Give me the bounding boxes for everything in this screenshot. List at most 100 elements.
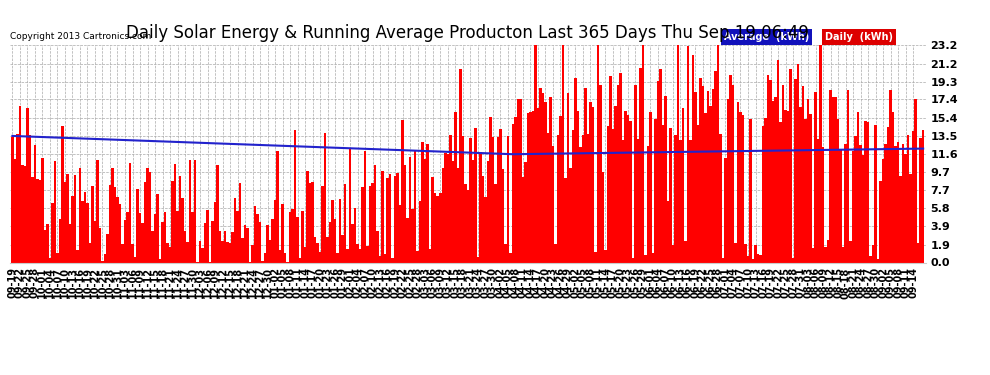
Bar <box>617 86 619 262</box>
Bar <box>509 254 512 262</box>
Bar <box>66 174 68 262</box>
Bar <box>214 202 217 262</box>
Bar <box>144 182 147 262</box>
Bar <box>632 258 635 262</box>
Bar <box>194 160 196 262</box>
Bar <box>744 244 746 262</box>
Bar <box>481 176 484 262</box>
Bar <box>364 151 366 262</box>
Bar <box>104 254 106 262</box>
Bar <box>889 90 892 262</box>
Bar <box>740 111 742 262</box>
Bar <box>674 135 677 262</box>
Bar <box>637 140 640 262</box>
Bar <box>912 131 915 262</box>
Bar <box>239 183 242 262</box>
Bar <box>148 172 151 262</box>
Bar <box>444 153 446 262</box>
Bar <box>324 133 327 262</box>
Bar <box>346 249 348 262</box>
Bar <box>261 261 264 262</box>
Bar <box>432 177 434 262</box>
Bar <box>822 147 825 262</box>
Bar <box>656 81 659 262</box>
Bar <box>461 136 464 262</box>
Bar <box>519 99 522 262</box>
Bar <box>559 116 561 262</box>
Bar <box>356 244 359 262</box>
Bar <box>569 168 571 262</box>
Bar <box>669 128 671 262</box>
Bar <box>540 88 542 262</box>
Bar <box>862 155 864 262</box>
Bar <box>761 126 764 262</box>
Bar <box>101 261 104 262</box>
Bar <box>147 168 148 262</box>
Bar <box>799 106 802 262</box>
Bar <box>612 129 614 262</box>
Bar <box>142 223 144 262</box>
Bar <box>86 203 89 262</box>
Bar <box>917 243 920 262</box>
Bar <box>31 177 34 262</box>
Bar <box>229 243 232 262</box>
Bar <box>492 137 494 262</box>
Bar <box>546 133 549 262</box>
Bar <box>134 257 137 262</box>
Bar <box>719 134 722 262</box>
Bar <box>374 165 376 262</box>
Bar <box>830 90 832 262</box>
Bar <box>689 140 692 262</box>
Bar <box>564 178 566 262</box>
Bar <box>642 42 644 262</box>
Bar <box>754 245 756 262</box>
Bar <box>132 244 134 262</box>
Bar <box>14 159 16 262</box>
Bar <box>106 234 109 262</box>
Bar <box>456 168 459 262</box>
Bar <box>687 46 689 262</box>
Bar <box>561 42 564 262</box>
Bar <box>466 190 469 262</box>
Bar <box>439 193 442 262</box>
Bar <box>484 197 486 262</box>
Bar <box>306 171 309 262</box>
Bar <box>279 249 281 262</box>
Bar <box>607 126 609 262</box>
Bar <box>247 228 248 262</box>
Bar <box>664 96 666 262</box>
Bar <box>121 244 124 262</box>
Bar <box>599 86 602 262</box>
Bar <box>579 147 581 262</box>
Bar <box>825 247 827 262</box>
Bar <box>359 249 361 262</box>
Bar <box>186 242 189 262</box>
Bar <box>294 130 296 262</box>
Bar <box>361 188 364 262</box>
Bar <box>797 64 799 262</box>
Bar <box>51 203 53 262</box>
Bar <box>542 93 545 262</box>
Bar <box>772 101 774 262</box>
Bar <box>211 220 214 262</box>
Bar <box>566 93 569 262</box>
Bar <box>71 196 73 262</box>
Bar <box>342 236 344 262</box>
Bar <box>232 232 234 262</box>
Bar <box>902 144 905 262</box>
Bar <box>454 112 456 262</box>
Bar <box>409 157 412 262</box>
Bar <box>354 208 356 262</box>
Bar <box>366 246 369 262</box>
Text: Copyright 2013 Cartronics.com: Copyright 2013 Cartronics.com <box>10 32 151 41</box>
Bar <box>37 179 39 262</box>
Bar <box>322 186 324 262</box>
Bar <box>654 119 656 262</box>
Bar <box>427 144 429 262</box>
Bar <box>887 128 889 262</box>
Bar <box>682 108 684 262</box>
Bar <box>476 257 479 262</box>
Bar <box>815 92 817 262</box>
Bar <box>429 249 432 262</box>
Bar <box>414 150 417 262</box>
